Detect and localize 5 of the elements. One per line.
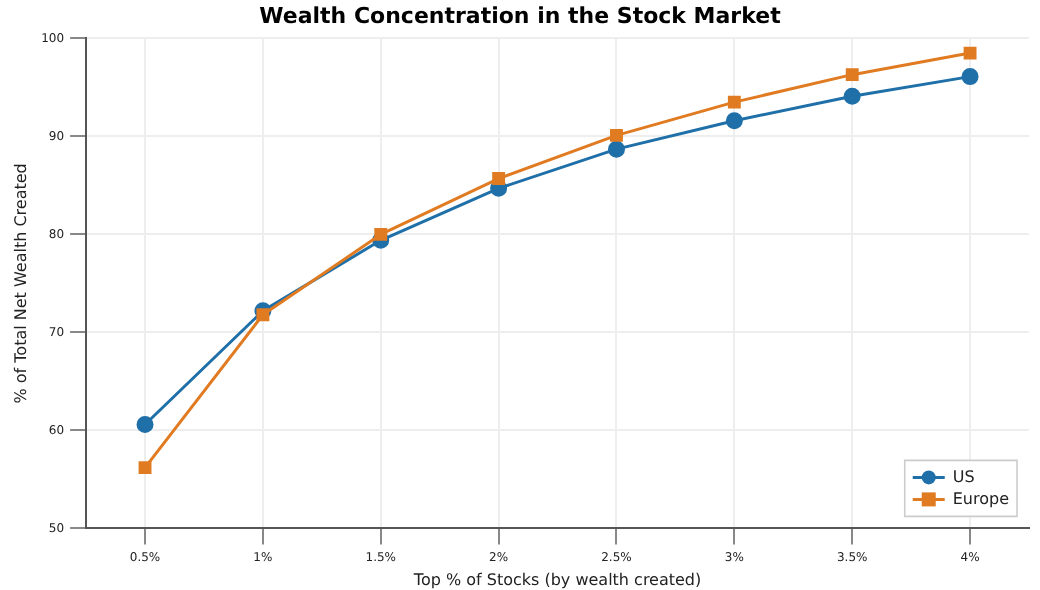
- y-axis-title: % of Total Net Wealth Created: [11, 163, 30, 404]
- x-axis-title: Top % of Stocks (by wealth created): [411, 570, 702, 589]
- chart-title: Wealth Concentration in the Stock Market: [259, 2, 781, 29]
- legend-label: Europe: [952, 489, 1010, 508]
- legend-label: US: [952, 467, 975, 486]
